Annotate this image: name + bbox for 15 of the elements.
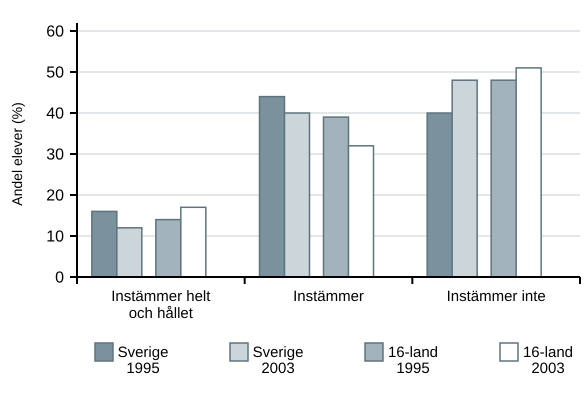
- y-tick-label: 40: [46, 106, 64, 123]
- y-tick-label: 30: [46, 146, 64, 164]
- legend-label: Sverige 2003: [252, 344, 304, 377]
- x-tick-label: Instämmer: [293, 288, 364, 305]
- x-tick-label: Instämmer inte: [446, 288, 546, 305]
- y-tick-label: 20: [46, 188, 64, 205]
- y-tick-label: 10: [46, 228, 64, 246]
- y-axis-title: Andel elever (%): [9, 102, 25, 206]
- x-tick-label: Instämmer helt och hållet: [111, 288, 212, 322]
- legend-label: Sverige 1995: [118, 344, 168, 377]
- legend-label: 16-land 2003: [522, 344, 574, 377]
- y-tick-label: 60: [46, 24, 64, 41]
- legend-label: 16-land 1995: [388, 344, 438, 377]
- y-tick-label: 50: [46, 64, 64, 82]
- y-tick-label: 0: [55, 270, 64, 287]
